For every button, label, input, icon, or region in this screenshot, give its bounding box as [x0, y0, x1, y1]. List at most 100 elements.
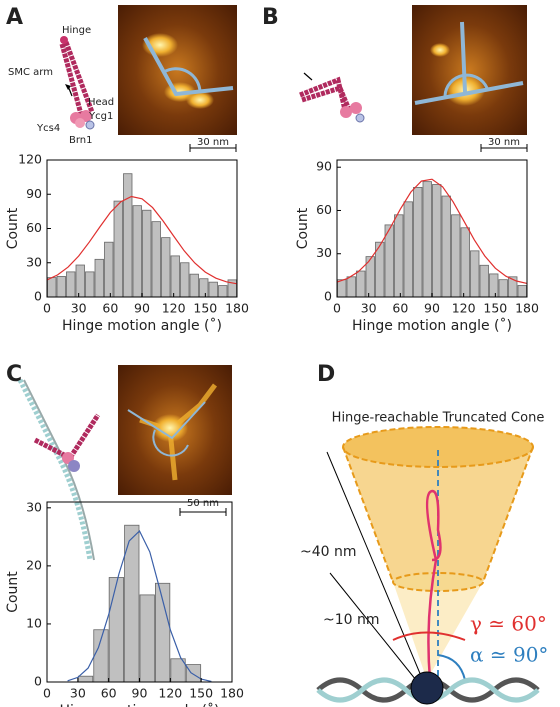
y-axis-label: Count: [5, 571, 21, 613]
afm-image: [118, 365, 232, 495]
scale-label: 30 nm: [197, 137, 229, 148]
y-tick-label: 60: [26, 220, 42, 235]
x-tick-label: 90: [132, 686, 148, 701]
bar: [337, 279, 347, 298]
x-tick-label: 180: [220, 686, 244, 701]
x-tick-label: 90: [134, 301, 150, 316]
panel-label: D: [317, 362, 335, 387]
bar: [56, 276, 66, 298]
bar: [139, 594, 155, 683]
bar: [470, 250, 480, 298]
bar: [104, 241, 114, 298]
afm-image: [412, 5, 527, 135]
bar: [75, 264, 85, 298]
bar: [180, 262, 190, 298]
y-tick-label: 0: [34, 289, 42, 304]
x-tick-label: 180: [515, 301, 539, 316]
annotation: ~40 nm: [300, 544, 357, 560]
x-tick-label: 30: [71, 301, 87, 316]
x-tick-label: 0: [333, 301, 341, 316]
annotation: Ycg1: [88, 111, 113, 122]
bar: [394, 214, 404, 298]
molecule-sketch: [17, 378, 101, 561]
bar: [422, 181, 432, 298]
diagram-title: Hinge-reachable Truncated Cone: [332, 411, 545, 426]
molecule-sketch: [299, 72, 365, 123]
bar: [77, 675, 94, 683]
y-tick-label: 30: [316, 245, 332, 260]
annotation: Ycs4: [36, 123, 60, 134]
panel-label: A: [6, 5, 23, 30]
y-tick-label: 0: [324, 289, 332, 304]
scale-label: 30 nm: [488, 137, 520, 148]
bar: [170, 255, 180, 298]
bar: [356, 270, 366, 298]
annotation: γ ≃ 60°: [470, 612, 547, 636]
bar: [189, 273, 199, 298]
bar: [185, 664, 202, 683]
bar: [460, 227, 470, 298]
fit-curve: [46, 195, 238, 285]
x-tick-label: 180: [225, 301, 249, 316]
panel-label: C: [6, 362, 22, 387]
x-tick-label: 120: [452, 301, 476, 316]
y-tick-label: 90: [26, 186, 42, 201]
bar: [413, 186, 423, 298]
bar: [47, 277, 57, 298]
bar: [208, 281, 218, 298]
x-tick-label: 150: [483, 301, 507, 316]
bar: [479, 264, 489, 298]
bar: [199, 278, 209, 298]
scale-bar: [189, 144, 237, 152]
bar: [94, 258, 104, 298]
scale-bar: [179, 508, 227, 516]
x-tick-label: 150: [189, 686, 213, 701]
bar: [441, 195, 451, 298]
bar: [432, 184, 442, 298]
y-tick-label: 60: [316, 202, 332, 217]
annotation: Brn1: [69, 135, 93, 146]
scale-bar: [480, 144, 528, 152]
afm-image: [118, 5, 237, 135]
fit-curve: [336, 178, 528, 284]
bar: [151, 221, 161, 298]
bar: [142, 209, 152, 298]
bar: [161, 237, 171, 298]
y-tick-label: 90: [316, 159, 332, 174]
y-tick-label: 30: [26, 499, 42, 514]
fit-curve: [67, 529, 212, 682]
y-tick-label: 0: [34, 674, 42, 689]
panel-label: B: [262, 5, 279, 30]
x-tick-label: 0: [43, 686, 51, 701]
x-tick-label: 30: [70, 686, 86, 701]
bar: [346, 276, 356, 298]
y-tick-label: 120: [18, 152, 42, 167]
scale-label: 50 nm: [187, 498, 219, 509]
x-tick-label: 120: [162, 301, 186, 316]
bar: [85, 271, 95, 298]
y-axis-label: Count: [295, 207, 311, 249]
bar: [451, 214, 461, 298]
bar: [108, 577, 124, 683]
x-tick-label: 150: [193, 301, 217, 316]
plot-frame: [46, 501, 233, 683]
x-tick-label: 30: [361, 301, 377, 316]
bar: [489, 273, 499, 298]
annotation: ~10 nm: [323, 612, 380, 628]
x-tick-label: 90: [424, 301, 440, 316]
bar: [498, 279, 508, 298]
bar: [218, 285, 228, 298]
x-axis-label: Hinge motion angle (˚): [60, 702, 220, 707]
x-tick-label: 60: [101, 686, 117, 701]
annotation: α ≃ 90°: [470, 643, 548, 667]
bar: [113, 200, 123, 298]
molecule-sketch: [59, 36, 95, 130]
x-tick-label: 0: [43, 301, 51, 316]
bar: [123, 173, 133, 298]
plot-frame: [336, 159, 528, 298]
x-tick-label: 120: [158, 686, 182, 701]
plot-frame: [46, 159, 238, 298]
y-tick-label: 10: [26, 615, 42, 630]
bar: [132, 205, 142, 298]
